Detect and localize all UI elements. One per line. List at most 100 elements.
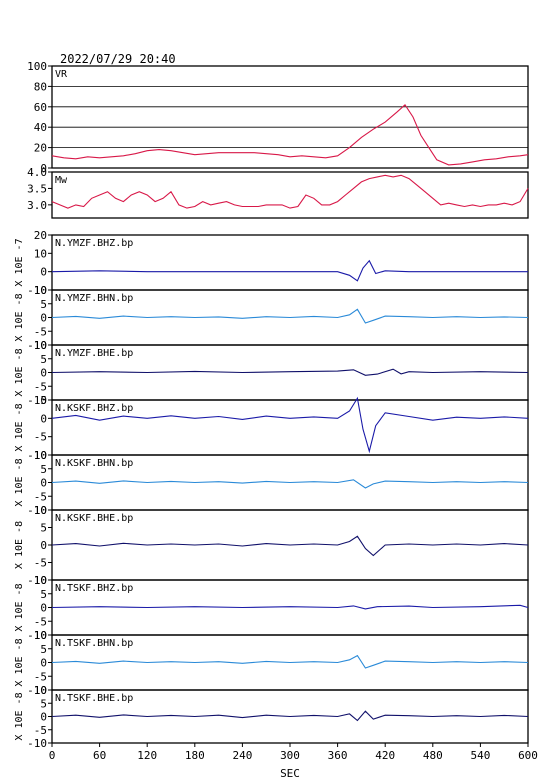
x-axis: 0 60 120 180 240 300 360 420 480 540 600 xyxy=(49,743,538,762)
y-tick-label: -5 xyxy=(34,380,47,393)
y-tick-label: 5 xyxy=(40,588,47,601)
y-axis-label: X 10E -8 xyxy=(14,692,25,740)
x-tick-label: 60 xyxy=(93,749,106,762)
panel-kskf-bhe: -10 -5 0 5 10 N.KSKF.BHE.bp X 10E -8 xyxy=(14,504,529,587)
y-tick-label: -10 xyxy=(27,574,47,587)
panel-label: Mw xyxy=(55,175,68,186)
panel-label: N.KSKF.BHE.bp xyxy=(55,513,133,524)
panel-kskf-bhz: -10 -5 0 5 N.KSKF.BHZ.bp X 10E -8 xyxy=(14,394,529,462)
series-line-tskf-bhn xyxy=(51,654,529,669)
y-tick-label: -5 xyxy=(34,490,47,503)
series-line-vr xyxy=(51,103,529,166)
series-line-kskf-bhn xyxy=(51,479,529,489)
y-tick-label: 0 xyxy=(40,162,47,175)
panel-label: N.KSKF.BHN.bp xyxy=(55,458,133,469)
y-tick-label: 10 xyxy=(34,339,47,352)
series-line-kskf-bhe xyxy=(51,535,529,557)
y-axis-label: X 10E -8 xyxy=(14,638,25,686)
y-tick-label: -10 xyxy=(27,684,47,697)
y-tick-label: 0 xyxy=(40,412,47,425)
panel-label: N.YMZF.BHZ.bp xyxy=(55,238,133,249)
y-tick-label: 0 xyxy=(40,312,47,325)
y-axis-label: X 10E -8 xyxy=(14,458,25,506)
y-axis-label: X 10E -8 xyxy=(14,403,25,451)
series-line-ymzf-bhz xyxy=(51,259,528,282)
series-line-tskf-bhz xyxy=(51,604,529,610)
y-axis-label: X 10E -7 xyxy=(14,238,25,286)
x-tick-label: 0 xyxy=(49,749,56,762)
y-tick-label: 0 xyxy=(40,711,47,724)
x-tick-label: 480 xyxy=(423,749,443,762)
x-tick-label: 180 xyxy=(185,749,205,762)
panel-label: N.YMZF.BHN.bp xyxy=(55,293,133,304)
y-tick-label: 4.0 xyxy=(27,166,47,179)
series-line-ymzf-bhe xyxy=(51,368,529,376)
series-line-tskf-bhe xyxy=(51,710,529,722)
x-tick-label: 120 xyxy=(137,749,157,762)
y-tick-label: 3.0 xyxy=(27,199,47,212)
panel-mw: 3.0 3.5 4.0 Mw xyxy=(27,166,529,219)
panel-frame xyxy=(51,65,529,169)
y-tick-label: 0 xyxy=(40,657,47,670)
panel-label: N.TSKF.BHE.bp xyxy=(55,693,133,704)
y-axis-label: X 10E -8 xyxy=(14,348,25,396)
y-tick-label: -10 xyxy=(27,504,47,517)
y-tick-label: 5 xyxy=(40,697,47,710)
y-tick-label: 5 xyxy=(40,353,47,366)
y-tick-label: 20 xyxy=(34,229,47,242)
y-axis-label: X 10E -8 xyxy=(14,521,25,569)
y-axis-label: X 10E -8 xyxy=(14,293,25,341)
y-tick-label: 40 xyxy=(34,121,47,134)
y-tick-label: -5 xyxy=(34,431,47,444)
y-tick-label: 20 xyxy=(34,142,47,155)
y-tick-label: 10 xyxy=(34,574,47,587)
y-tick-label: 5 xyxy=(40,463,47,476)
y-tick-label: 5 xyxy=(40,643,47,656)
panel-ymzf-bhz: -10 0 10 20 N.YMZF.BHZ.bp X 10E -7 xyxy=(14,229,529,297)
panel-stack: 020406080100VR3.03.54.0Mw-1001020N.YMZF.… xyxy=(14,60,529,750)
y-tick-label: -10 xyxy=(27,394,47,407)
y-tick-label: -10 xyxy=(27,449,47,462)
y-tick-label: 10 xyxy=(34,629,47,642)
y-axis-label: X 10E -8 xyxy=(14,583,25,631)
x-tick-label: 600 xyxy=(518,749,538,762)
y-tick-label: 60 xyxy=(34,101,47,114)
panel-frame xyxy=(51,171,529,219)
y-tick-label: -5 xyxy=(34,670,47,683)
y-tick-label: 3.5 xyxy=(27,182,47,195)
y-tick-label: 10 xyxy=(34,449,47,462)
y-tick-label: 0 xyxy=(40,367,47,380)
x-tick-label: 540 xyxy=(470,749,490,762)
y-tick-label: 80 xyxy=(34,80,47,93)
series-line-mw xyxy=(51,174,529,209)
y-tick-label: 5 xyxy=(40,298,47,311)
y-tick-label: -10 xyxy=(27,629,47,642)
panel-label: N.TSKF.BHZ.bp xyxy=(55,583,133,594)
plot-datetime: 2022/07/29 20:40 xyxy=(60,52,176,66)
y-tick-label: 5 xyxy=(40,522,47,535)
panel-label: N.YMZF.BHE.bp xyxy=(55,348,133,359)
y-tick-label: -10 xyxy=(27,284,47,297)
x-tick-label: 240 xyxy=(232,749,252,762)
panel-label: N.KSKF.BHZ.bp xyxy=(55,403,133,414)
panel-label: N.TSKF.BHN.bp xyxy=(55,638,133,649)
y-tick-label: 0 xyxy=(40,539,47,552)
y-tick-label: 0 xyxy=(40,266,47,279)
y-tick-label: -10 xyxy=(27,339,47,352)
y-tick-label: -5 xyxy=(34,557,47,570)
series-line-kskf-bhz xyxy=(51,396,529,454)
y-tick-label: 10 xyxy=(34,504,47,517)
y-tick-label: -5 xyxy=(34,615,47,628)
y-tick-label: 5 xyxy=(40,394,47,407)
y-tick-label: -10 xyxy=(27,737,47,750)
y-tick-label: 10 xyxy=(34,284,47,297)
series-line-ymzf-bhn xyxy=(51,308,529,324)
y-tick-label: -5 xyxy=(34,325,47,338)
x-tick-label: 300 xyxy=(280,749,300,762)
